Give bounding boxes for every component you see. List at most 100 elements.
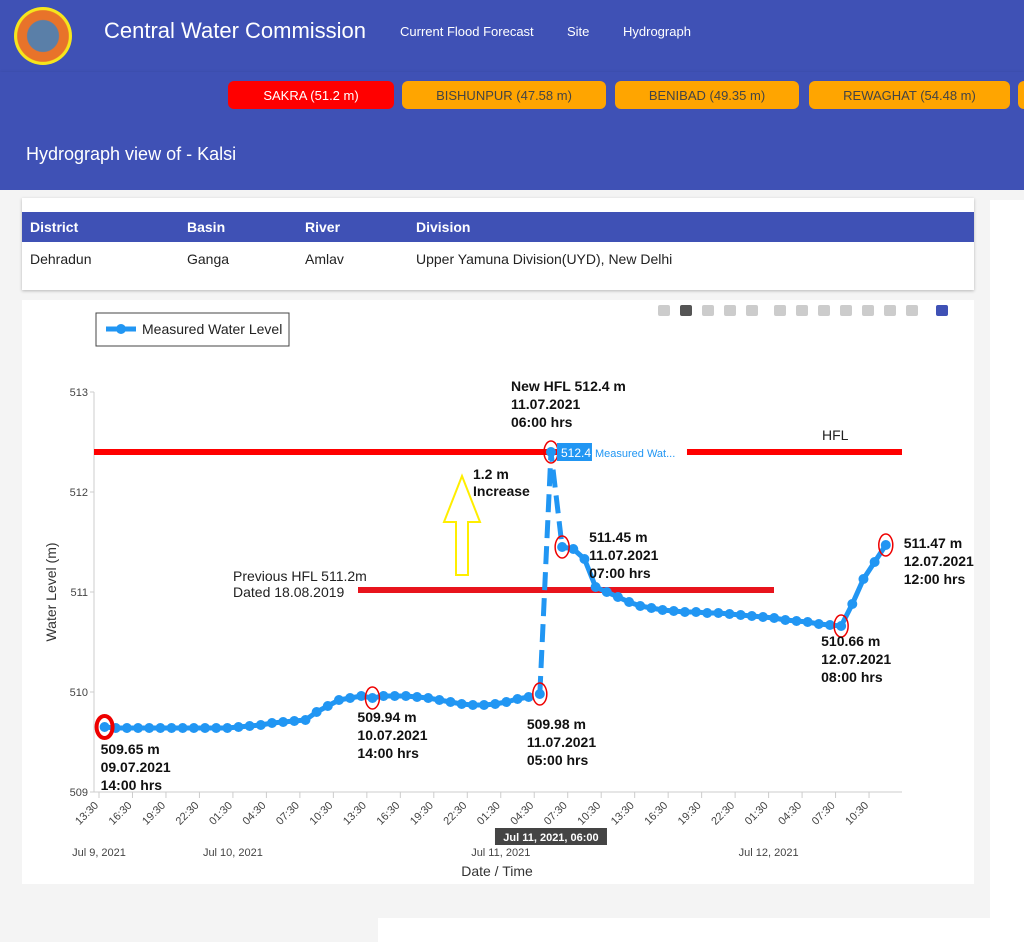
annotation-label: 09.07.2021 bbox=[101, 759, 171, 775]
legend-label[interactable]: Measured Water Level bbox=[142, 321, 282, 337]
data-point[interactable] bbox=[713, 608, 724, 618]
hover-closest-icon[interactable] bbox=[884, 305, 896, 316]
data-point[interactable] bbox=[266, 718, 277, 728]
data-point[interactable] bbox=[367, 693, 378, 703]
cell-district: Dehradun bbox=[30, 251, 92, 267]
data-point[interactable] bbox=[668, 606, 679, 616]
data-point[interactable] bbox=[434, 695, 445, 705]
station-ticker: SAKRA (51.2 m) BISHUNPUR (47.58 m) BENIB… bbox=[0, 72, 1024, 118]
data-point[interactable] bbox=[545, 447, 556, 457]
data-point[interactable] bbox=[166, 723, 177, 733]
data-point[interactable] bbox=[467, 700, 478, 710]
data-point[interactable] bbox=[601, 587, 612, 597]
data-point[interactable] bbox=[512, 694, 523, 704]
data-point[interactable] bbox=[255, 720, 266, 730]
data-point[interactable] bbox=[322, 701, 333, 711]
data-point[interactable] bbox=[735, 610, 746, 620]
data-point[interactable] bbox=[278, 717, 289, 727]
data-point[interactable] bbox=[211, 723, 222, 733]
station-button[interactable]: BISHUNPUR (47.58 m) bbox=[402, 81, 606, 109]
data-point[interactable] bbox=[869, 557, 880, 567]
station-button[interactable]: BENIBAD (49.35 m) bbox=[615, 81, 799, 109]
zoom-out-icon[interactable] bbox=[796, 305, 808, 316]
data-point[interactable] bbox=[813, 619, 824, 629]
data-point[interactable] bbox=[445, 697, 456, 707]
data-point[interactable] bbox=[345, 693, 356, 703]
data-point[interactable] bbox=[758, 612, 769, 622]
data-point[interactable] bbox=[590, 582, 601, 592]
data-point[interactable] bbox=[222, 723, 233, 733]
data-point[interactable] bbox=[233, 722, 244, 732]
autoscale-icon[interactable] bbox=[818, 305, 830, 316]
data-point[interactable] bbox=[612, 592, 623, 602]
data-point[interactable] bbox=[679, 607, 690, 617]
data-point[interactable] bbox=[791, 616, 802, 626]
data-point[interactable] bbox=[423, 693, 434, 703]
data-point[interactable] bbox=[824, 620, 835, 630]
data-point[interactable] bbox=[702, 608, 713, 618]
station-button[interactable]: SAKRA (51.2 m) bbox=[228, 81, 394, 109]
data-point[interactable] bbox=[99, 722, 110, 732]
data-point[interactable] bbox=[657, 605, 668, 615]
plotly-logo-icon[interactable] bbox=[936, 305, 948, 316]
data-point[interactable] bbox=[289, 716, 300, 726]
data-point[interactable] bbox=[847, 599, 858, 609]
nav-site[interactable]: Site bbox=[567, 24, 590, 39]
data-point[interactable] bbox=[880, 540, 891, 550]
data-point[interactable] bbox=[724, 609, 735, 619]
data-point[interactable] bbox=[802, 617, 813, 627]
data-point[interactable] bbox=[646, 603, 657, 613]
reset-icon[interactable] bbox=[840, 305, 852, 316]
data-point[interactable] bbox=[188, 723, 199, 733]
nav-hydrograph[interactable]: Hydrograph bbox=[623, 24, 691, 39]
data-point[interactable] bbox=[333, 695, 344, 705]
data-point[interactable] bbox=[177, 723, 188, 733]
zoom-in-icon[interactable] bbox=[774, 305, 786, 316]
data-point[interactable] bbox=[568, 544, 579, 554]
cwc-logo[interactable] bbox=[14, 7, 72, 65]
data-point[interactable] bbox=[300, 715, 311, 725]
data-point[interactable] bbox=[200, 723, 211, 733]
data-point[interactable] bbox=[356, 691, 367, 701]
data-point[interactable] bbox=[244, 721, 255, 731]
annotation-label: 07:00 hrs bbox=[589, 565, 651, 581]
data-point[interactable] bbox=[746, 611, 757, 621]
app-title[interactable]: Central Water Commission bbox=[104, 18, 367, 43]
data-point[interactable] bbox=[691, 607, 702, 617]
data-point[interactable] bbox=[121, 723, 132, 733]
data-point[interactable] bbox=[378, 691, 389, 701]
data-point[interactable] bbox=[769, 613, 780, 623]
data-point[interactable] bbox=[490, 699, 501, 709]
data-point[interactable] bbox=[155, 723, 166, 733]
data-point[interactable] bbox=[389, 691, 400, 701]
data-point[interactable] bbox=[836, 621, 847, 631]
data-point[interactable] bbox=[780, 615, 791, 625]
box-select-icon[interactable] bbox=[724, 305, 736, 316]
data-point[interactable] bbox=[144, 723, 155, 733]
camera-icon[interactable] bbox=[658, 305, 670, 316]
x-date-label: Jul 10, 2021 bbox=[203, 847, 263, 859]
lasso-icon[interactable] bbox=[746, 305, 758, 316]
data-point[interactable] bbox=[579, 554, 590, 564]
pan-icon[interactable] bbox=[702, 305, 714, 316]
data-point[interactable] bbox=[311, 707, 322, 717]
data-point[interactable] bbox=[456, 699, 467, 709]
hover-compare-icon[interactable] bbox=[906, 305, 918, 316]
nav-current-flood-forecast[interactable]: Current Flood Forecast bbox=[400, 24, 534, 39]
data-point[interactable] bbox=[133, 723, 144, 733]
data-point[interactable] bbox=[412, 692, 423, 702]
station-button[interactable]: REWAGHAT (54.48 m) bbox=[809, 81, 1010, 109]
data-point[interactable] bbox=[400, 691, 411, 701]
data-point[interactable] bbox=[534, 689, 545, 699]
station-button[interactable] bbox=[1018, 81, 1024, 109]
data-point[interactable] bbox=[523, 692, 534, 702]
zoom-icon[interactable] bbox=[680, 305, 692, 316]
data-point[interactable] bbox=[624, 597, 635, 607]
data-point[interactable] bbox=[858, 574, 869, 584]
data-point[interactable] bbox=[501, 697, 512, 707]
data-point[interactable] bbox=[557, 542, 568, 552]
spike-icon[interactable] bbox=[862, 305, 874, 316]
data-point[interactable] bbox=[635, 601, 646, 611]
col-header: Division bbox=[416, 219, 471, 235]
data-point[interactable] bbox=[479, 700, 490, 710]
